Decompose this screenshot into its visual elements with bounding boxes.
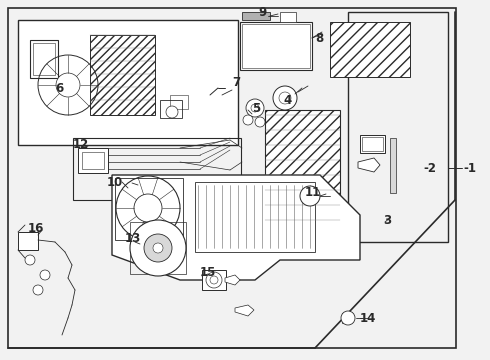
Polygon shape [225,275,240,285]
Bar [33,43,55,75]
Circle shape [134,194,162,222]
Bar [30,40,58,78]
Text: 8: 8 [315,31,323,45]
Text: 10: 10 [107,176,123,189]
Circle shape [144,234,172,262]
Bar [242,24,310,68]
Circle shape [56,73,80,97]
Bar [130,222,186,274]
Text: 3: 3 [383,213,391,226]
Polygon shape [235,305,254,316]
Bar [240,22,312,70]
Circle shape [40,270,50,280]
Circle shape [166,106,178,118]
Bar [342,313,350,323]
Bar [18,232,38,250]
Circle shape [243,115,253,125]
Text: -1: -1 [463,162,476,175]
Circle shape [33,285,43,295]
Text: 13: 13 [125,231,141,244]
Circle shape [300,186,320,206]
Circle shape [273,86,297,110]
Circle shape [255,117,265,127]
Bar [348,12,448,242]
Bar [160,100,182,118]
Text: 12: 12 [73,139,89,152]
Circle shape [246,99,264,117]
Bar [242,12,270,20]
Text: 7: 7 [232,76,240,89]
Circle shape [153,243,163,253]
Text: 9: 9 [258,5,266,18]
Polygon shape [358,158,380,172]
Text: 11: 11 [305,186,321,199]
Text: 16: 16 [28,221,45,234]
Text: 14: 14 [360,311,376,324]
Bar [78,148,108,173]
Bar [202,270,226,290]
Bar [265,110,340,230]
Bar [362,137,383,151]
Bar [360,135,385,153]
Bar [170,95,188,109]
Text: 15: 15 [200,266,217,279]
Text: 4: 4 [283,94,291,107]
Circle shape [25,255,35,265]
Text: 5: 5 [252,102,260,114]
Bar [18,20,238,145]
Bar [115,178,183,240]
Text: -2: -2 [423,162,436,175]
Bar [390,138,396,193]
Bar [195,182,315,252]
Bar [280,12,296,22]
Circle shape [341,311,355,325]
Bar [73,138,241,200]
Polygon shape [112,175,360,280]
Bar [330,22,410,77]
Bar [82,152,104,169]
Text: 6: 6 [55,81,63,94]
Circle shape [130,220,186,276]
Bar [90,35,155,115]
